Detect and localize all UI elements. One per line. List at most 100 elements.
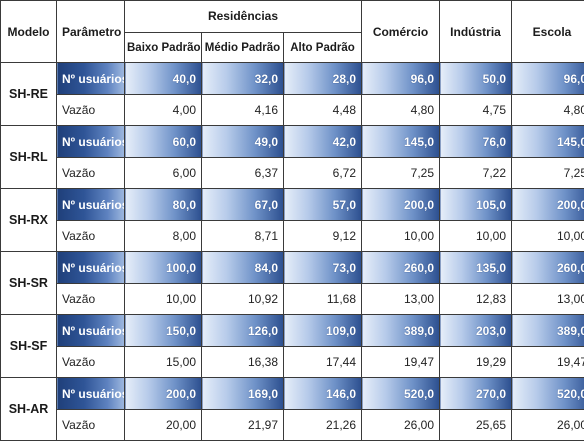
users-value: 200,0	[124, 377, 202, 410]
flow-value: 26,00	[361, 409, 440, 441]
users-value: 109,0	[283, 314, 362, 347]
flow-value: 10,00	[124, 283, 202, 315]
flow-value: 4,75	[439, 94, 512, 126]
flow-value: 21,26	[283, 409, 362, 441]
users-value: 145,0	[361, 125, 440, 158]
users-value: 57,0	[283, 188, 362, 221]
users-value: 80,0	[124, 188, 202, 221]
table-row: Vazão 20,00 21,97 21,26 26,00 25,65 26,00	[1, 409, 584, 441]
users-value: 150,0	[124, 314, 202, 347]
flow-value: 4,80	[361, 94, 440, 126]
table-row: SH-RX Nº usuários 80,0 67,0 57,0 200,0 105,0 20…	[0, 188, 584, 252]
header-medium-standard: Médio Padrão	[201, 32, 284, 63]
table-row: Vazão 15,00 16,38 17,44 19,47 19,29 19,47	[1, 346, 584, 378]
table-row: Vazão 8,00 8,71 9,12 10,00 10,00 10,00	[1, 220, 584, 252]
model-name: SH-RX	[0, 188, 57, 252]
users-value: 260,0	[361, 251, 440, 284]
flow-value: 4,80	[511, 94, 584, 126]
users-value: 520,0	[511, 377, 584, 410]
users-value: 49,0	[201, 125, 284, 158]
users-value: 28,0	[283, 62, 362, 95]
users-value: 100,0	[124, 251, 202, 284]
users-value: 389,0	[511, 314, 584, 347]
flow-label: Vazão	[56, 409, 125, 441]
header-industry: Indústria	[439, 0, 512, 63]
users-value: 76,0	[439, 125, 512, 158]
model-name: SH-SF	[0, 314, 57, 378]
flow-value: 17,44	[283, 346, 362, 378]
users-value: 73,0	[283, 251, 362, 284]
flow-value: 4,16	[201, 94, 284, 126]
users-label: Nº usuários	[56, 125, 125, 158]
users-value: 200,0	[511, 188, 584, 221]
flow-value: 10,00	[361, 220, 440, 252]
users-value: 32,0	[201, 62, 284, 95]
header-low-standard: Baixo Padrão	[124, 32, 202, 63]
users-value: 84,0	[201, 251, 284, 284]
model-name: SH-RL	[0, 125, 57, 189]
flow-value: 10,92	[201, 283, 284, 315]
flow-value: 6,37	[201, 157, 284, 189]
table-row: SH-SF Nº usuários 150,0 126,0 109,0 389,0 203,…	[0, 314, 584, 378]
flow-value: 10,00	[511, 220, 584, 252]
flow-value: 20,00	[124, 409, 202, 441]
users-value: 135,0	[439, 251, 512, 284]
header-school: Escola	[511, 0, 584, 63]
header-high-standard: Alto Padrão	[283, 32, 362, 63]
model-name: SH-RE	[0, 62, 57, 126]
flow-value: 19,29	[439, 346, 512, 378]
users-value: 260,0	[511, 251, 584, 284]
flow-value: 6,72	[283, 157, 362, 189]
users-label: Nº usuários	[56, 251, 125, 284]
header-parameter: Parâmetro	[56, 0, 125, 63]
flow-value: 6,00	[124, 157, 202, 189]
users-value: 145,0	[511, 125, 584, 158]
users-value: 40,0	[124, 62, 202, 95]
flow-value: 12,83	[439, 283, 512, 315]
flow-value: 4,48	[283, 94, 362, 126]
users-label: Nº usuários	[56, 314, 125, 347]
flow-value: 15,00	[124, 346, 202, 378]
table-row: Vazão 10,00 10,92 11,68 13,00 12,83 13,00	[1, 283, 584, 315]
flow-value: 25,65	[439, 409, 512, 441]
header-commerce: Comércio	[361, 0, 440, 63]
flow-value: 8,00	[124, 220, 202, 252]
users-value: 96,0	[511, 62, 584, 95]
flow-label: Vazão	[56, 220, 125, 252]
users-value: 169,0	[201, 377, 284, 410]
table-row: SH-RL Nº usuários 60,0 49,0 42,0 145,0 76,0 145…	[0, 125, 584, 189]
users-value: 60,0	[124, 125, 202, 158]
users-value: 105,0	[439, 188, 512, 221]
users-label: Nº usuários	[56, 188, 125, 221]
flow-value: 19,47	[511, 346, 584, 378]
flow-value: 7,25	[511, 157, 584, 189]
flow-label: Vazão	[56, 283, 125, 315]
flow-value: 16,38	[201, 346, 284, 378]
flow-value: 21,97	[201, 409, 284, 441]
model-name: SH-SR	[0, 251, 57, 315]
users-label: Nº usuários	[56, 377, 125, 410]
table-row: SH-SR Nº usuários 100,0 84,0 73,0 260,0 135,0 2…	[0, 251, 584, 315]
flow-value: 7,22	[439, 157, 512, 189]
flow-value: 10,00	[439, 220, 512, 252]
flow-value: 13,00	[361, 283, 440, 315]
users-label: Nº usuários	[56, 62, 125, 95]
model-name: SH-AR	[0, 377, 57, 441]
flow-value: 26,00	[511, 409, 584, 441]
flow-value: 19,47	[361, 346, 440, 378]
flow-label: Vazão	[56, 94, 125, 126]
flow-value: 4,00	[124, 94, 202, 126]
users-value: 270,0	[439, 377, 512, 410]
header-residences: Residências	[124, 0, 362, 33]
users-value: 42,0	[283, 125, 362, 158]
users-value: 126,0	[201, 314, 284, 347]
flow-value: 11,68	[283, 283, 362, 315]
users-value: 203,0	[439, 314, 512, 347]
users-value: 96,0	[361, 62, 440, 95]
